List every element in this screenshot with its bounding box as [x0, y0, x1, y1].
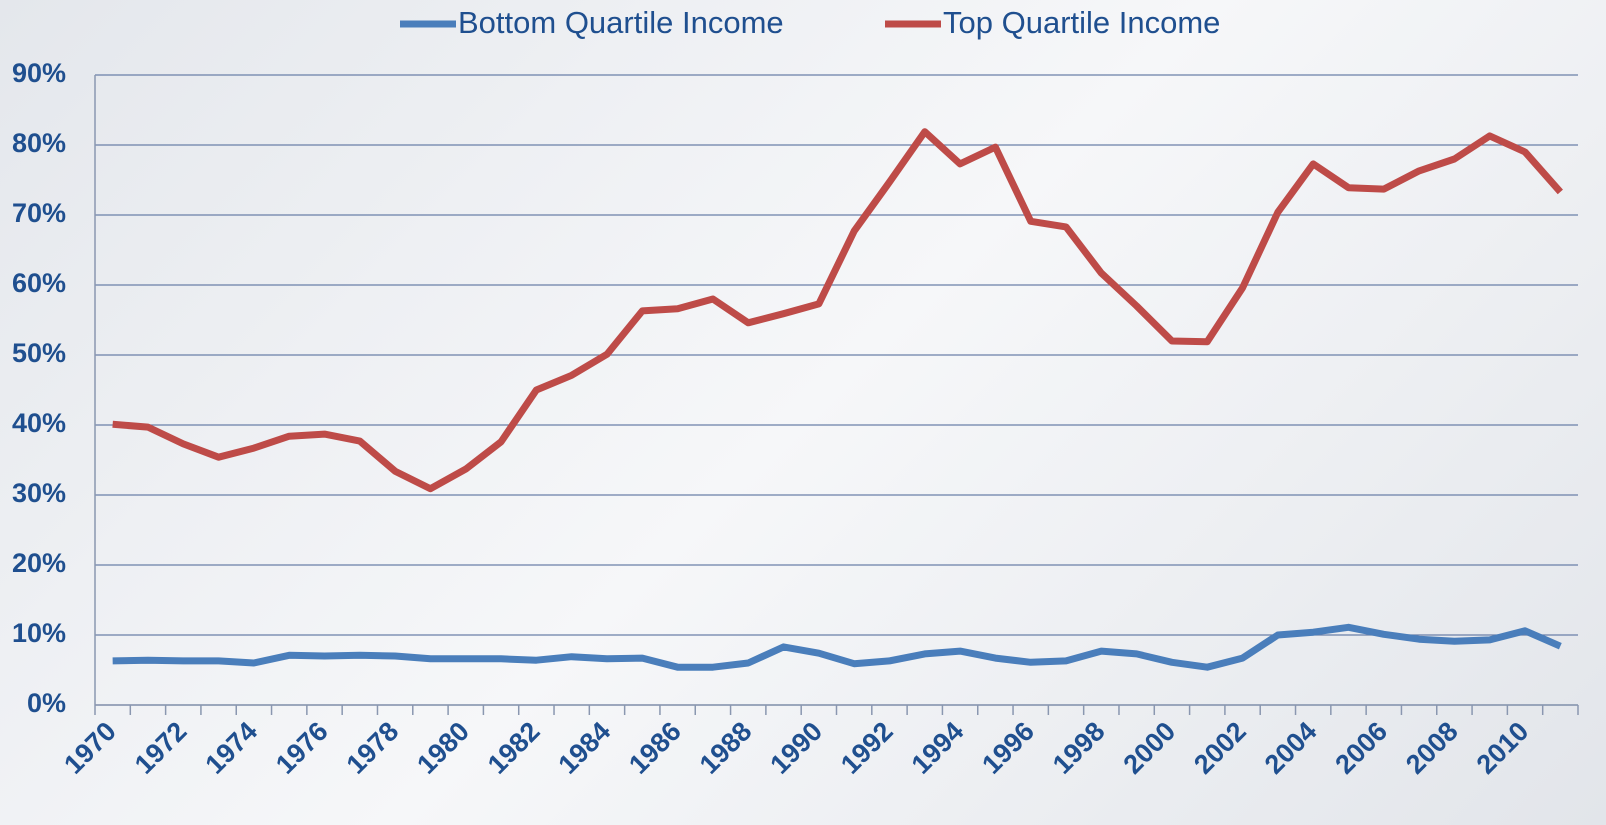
- x-tick-label: 2008: [1400, 716, 1464, 780]
- x-tick-label: 1998: [1047, 716, 1111, 780]
- x-tick-label: 1976: [270, 716, 334, 780]
- x-tick-label: 1980: [411, 716, 475, 780]
- x-tick-label: 2002: [1188, 716, 1252, 780]
- y-tick-label: 0%: [27, 688, 66, 718]
- y-tick-label: 80%: [12, 128, 66, 158]
- x-tick-label: 2010: [1471, 716, 1535, 780]
- x-tick-label: 1974: [199, 716, 263, 780]
- x-tick-label: 1984: [553, 716, 617, 780]
- x-tick-label: 1982: [482, 716, 546, 780]
- x-tick-label: 2000: [1118, 716, 1182, 780]
- x-tick-label: 1986: [623, 716, 687, 780]
- line: [112, 623, 1562, 671]
- x-tick-label: 1970: [58, 716, 122, 780]
- y-tick-label: 10%: [12, 618, 66, 648]
- x-tick-label: 1990: [764, 716, 828, 780]
- line: [112, 128, 1563, 493]
- x-tick-label: 1972: [129, 716, 193, 780]
- legend-label: Top Quartile Income: [943, 5, 1220, 40]
- y-tick-label: 20%: [12, 548, 66, 578]
- x-tick-label: 1988: [694, 716, 758, 780]
- y-tick-label: 90%: [12, 58, 66, 88]
- x-tick-label: 1978: [341, 716, 405, 780]
- x-tick-label: 2004: [1259, 716, 1323, 780]
- y-tick-label: 60%: [12, 268, 66, 298]
- y-tick-label: 40%: [12, 408, 66, 438]
- x-tick-label: 1992: [835, 716, 899, 780]
- y-tick-label: 30%: [12, 478, 66, 508]
- x-tick-label: 2006: [1329, 716, 1393, 780]
- legend-label: Bottom Quartile Income: [458, 5, 784, 40]
- x-tick-label: 1994: [906, 716, 970, 780]
- x-tick-label: 1996: [976, 716, 1040, 780]
- y-tick-label: 50%: [12, 338, 66, 368]
- y-tick-label: 70%: [12, 198, 66, 228]
